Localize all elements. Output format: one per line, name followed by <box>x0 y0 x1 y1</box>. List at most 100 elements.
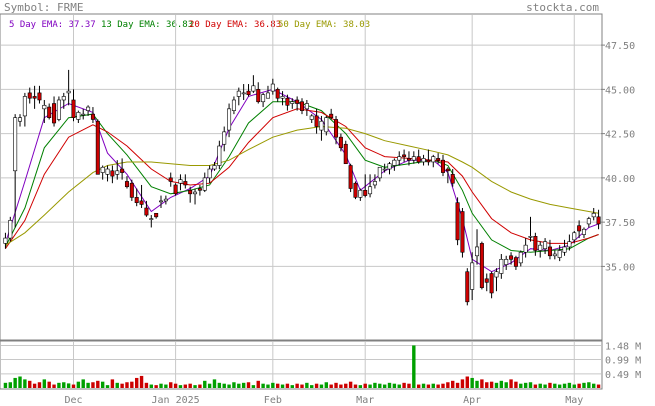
volume-bar <box>324 382 329 388</box>
legend-ema-13: 13 Day EMA: 36.83 <box>101 20 193 30</box>
volume-bar <box>198 384 202 388</box>
volume-bar <box>489 381 494 388</box>
volume-bar <box>421 383 426 388</box>
volume-bar <box>543 384 547 388</box>
candle-body <box>518 251 523 264</box>
volume-bar <box>203 380 207 388</box>
candle-body <box>411 156 416 161</box>
volume-bar <box>426 384 431 388</box>
date-axis: Dec Jan 2025 Feb Mar Apr May <box>64 395 583 406</box>
candle-body <box>134 197 139 203</box>
candle-body <box>202 177 207 191</box>
candle-body <box>197 188 202 191</box>
volume-bar <box>451 380 455 388</box>
volume-bar <box>339 384 343 388</box>
volume-bar <box>42 379 47 388</box>
volume-bar <box>329 384 333 388</box>
volume-bar <box>334 382 338 388</box>
volume-bar <box>3 382 8 388</box>
candle-body <box>66 90 71 94</box>
volume-bar <box>397 384 401 388</box>
candle-body <box>547 246 552 257</box>
candle-body <box>509 255 514 260</box>
candle-body <box>392 159 397 166</box>
candle-body <box>13 117 18 172</box>
candle-body <box>591 212 596 218</box>
volume-bar <box>115 382 119 388</box>
volume-bar <box>66 383 71 388</box>
volume-bar <box>431 383 435 388</box>
volume-bar <box>62 382 66 388</box>
candle-body <box>309 115 314 120</box>
candle-body <box>144 207 149 216</box>
volume-bar <box>509 379 513 388</box>
volume-bar <box>217 382 222 388</box>
candle-body <box>543 241 548 250</box>
volume-bar <box>32 383 37 388</box>
volume-bar <box>378 383 382 388</box>
candle-body <box>348 165 353 189</box>
volume-bar <box>557 384 562 388</box>
price-tick-label: 45.00 <box>605 85 635 96</box>
candle-body <box>236 90 241 97</box>
volume-bar <box>86 382 90 388</box>
volume-bar <box>587 382 591 388</box>
volume-bar <box>134 377 139 388</box>
candle-body <box>499 259 504 274</box>
candle-body <box>324 117 329 133</box>
candle-body <box>193 191 198 195</box>
volume-bar <box>285 383 290 388</box>
volume-bar <box>582 382 586 388</box>
candle-body <box>76 112 81 120</box>
candle-body <box>56 99 61 120</box>
volume-bar <box>382 384 387 388</box>
candle-body <box>567 241 572 248</box>
candle-body <box>37 92 42 101</box>
volume-bar <box>23 379 27 388</box>
volume-bar <box>246 382 251 388</box>
volume-bar <box>188 383 192 388</box>
price-tick-label: 47.50 <box>605 41 635 52</box>
volume-bar <box>52 384 56 388</box>
candle-body <box>304 103 309 110</box>
volume-bar <box>596 384 601 388</box>
candle-body <box>577 225 582 232</box>
volume-bar <box>548 382 552 388</box>
legend-ema-5: 5 Day EMA: 37.37 <box>9 20 96 30</box>
volume-bar <box>37 382 42 388</box>
volume-bar <box>91 382 95 388</box>
candle-body <box>256 89 261 103</box>
volume-bar <box>13 377 17 388</box>
date-tick-label: Jan 2025 <box>152 395 200 406</box>
candle-body <box>280 96 285 99</box>
candle-body <box>421 158 426 163</box>
volume-tick-label: 0.99 M <box>605 356 641 367</box>
candle-body <box>329 113 334 118</box>
ema-line <box>4 108 599 249</box>
candle-body <box>71 99 76 118</box>
ema-line <box>4 101 599 253</box>
candle-body <box>173 184 178 195</box>
candle-body <box>183 181 188 186</box>
volume-bar <box>592 383 596 388</box>
volume-bar <box>261 383 265 388</box>
volume-bar <box>499 380 504 388</box>
volume-bar <box>105 385 110 388</box>
volume-bar <box>455 382 460 388</box>
candle-body <box>489 273 494 294</box>
candle-body <box>115 170 120 175</box>
candle-body <box>227 108 232 131</box>
volume-bar <box>266 384 270 388</box>
volume-bar <box>139 375 144 388</box>
candle-body <box>246 90 251 95</box>
candle-body <box>557 250 562 258</box>
candle-body <box>460 211 465 253</box>
price-axis: 47.50 45.00 42.50 40.00 37.50 35.00 <box>601 41 635 273</box>
candle-body <box>261 94 266 103</box>
candle-body <box>95 120 100 175</box>
candle-body <box>552 253 557 257</box>
candle-body <box>129 182 134 198</box>
candle-body <box>188 189 193 195</box>
volume-bar <box>212 379 217 388</box>
volume-bar <box>436 384 440 388</box>
